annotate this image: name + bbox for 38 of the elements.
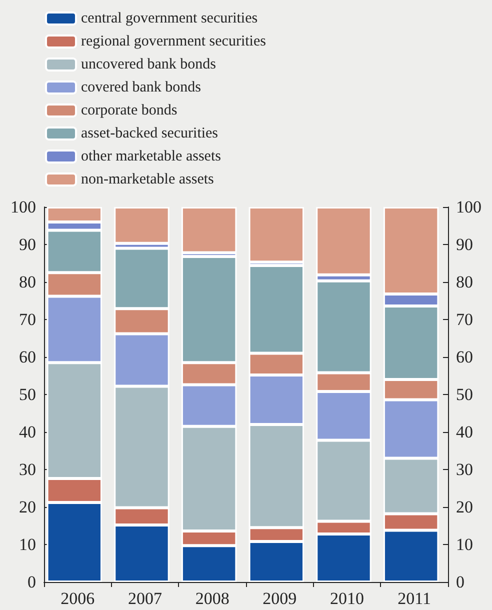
legend-label: covered bank bonds bbox=[81, 80, 202, 96]
y2-tick-label: 20 bbox=[456, 498, 473, 516]
x-tick-label: 2006 bbox=[60, 589, 95, 608]
y2-tick-label: 60 bbox=[456, 348, 473, 366]
y-tick-label: 100 bbox=[10, 198, 36, 216]
legend-label: central government securities bbox=[81, 10, 258, 26]
y2-tick-label: 40 bbox=[456, 422, 473, 442]
bar bbox=[248, 207, 304, 262]
legend-label: uncovered bank bonds bbox=[81, 56, 216, 72]
y-tick-label: 10 bbox=[19, 535, 36, 554]
y-tick-label: 80 bbox=[19, 272, 36, 292]
x-tick-label: 2010 bbox=[330, 589, 364, 608]
legend-label: regional government securities bbox=[81, 34, 266, 50]
y-tick-label: 20 bbox=[19, 498, 36, 516]
legend-label: corporate bonds bbox=[81, 102, 178, 118]
y-tick-label: 60 bbox=[19, 348, 36, 366]
legend-label: asset-backed securities bbox=[81, 126, 218, 142]
y-tick-label: 70 bbox=[19, 310, 36, 329]
y-tick-label: 40 bbox=[19, 422, 36, 442]
y2-tick-label: 30 bbox=[456, 460, 473, 479]
y2-tick-label: 80 bbox=[456, 272, 473, 292]
legend-label: other marketable assets bbox=[81, 148, 222, 164]
y2-tick-label: 70 bbox=[456, 310, 473, 329]
y2-tick-label: 50 bbox=[456, 385, 473, 404]
y2-tick-label: 10 bbox=[456, 535, 473, 554]
y2-tick-label: 90 bbox=[456, 235, 473, 254]
x-tick-label: 2007 bbox=[128, 589, 162, 608]
y2-tick-label: 0 bbox=[456, 572, 464, 592]
x-tick-label: 2011 bbox=[398, 589, 432, 608]
bar bbox=[181, 207, 237, 253]
y-tick-label: 30 bbox=[19, 460, 36, 479]
y-tick-label: 0 bbox=[28, 572, 36, 592]
legend-label: non-marketable assets bbox=[81, 172, 214, 188]
y-tick-label: 50 bbox=[19, 385, 36, 404]
x-tick-label: 2009 bbox=[262, 589, 297, 608]
y-tick-label: 90 bbox=[19, 235, 36, 254]
x-tick-label: 2008 bbox=[195, 589, 230, 608]
y2-tick-label: 100 bbox=[456, 198, 482, 216]
